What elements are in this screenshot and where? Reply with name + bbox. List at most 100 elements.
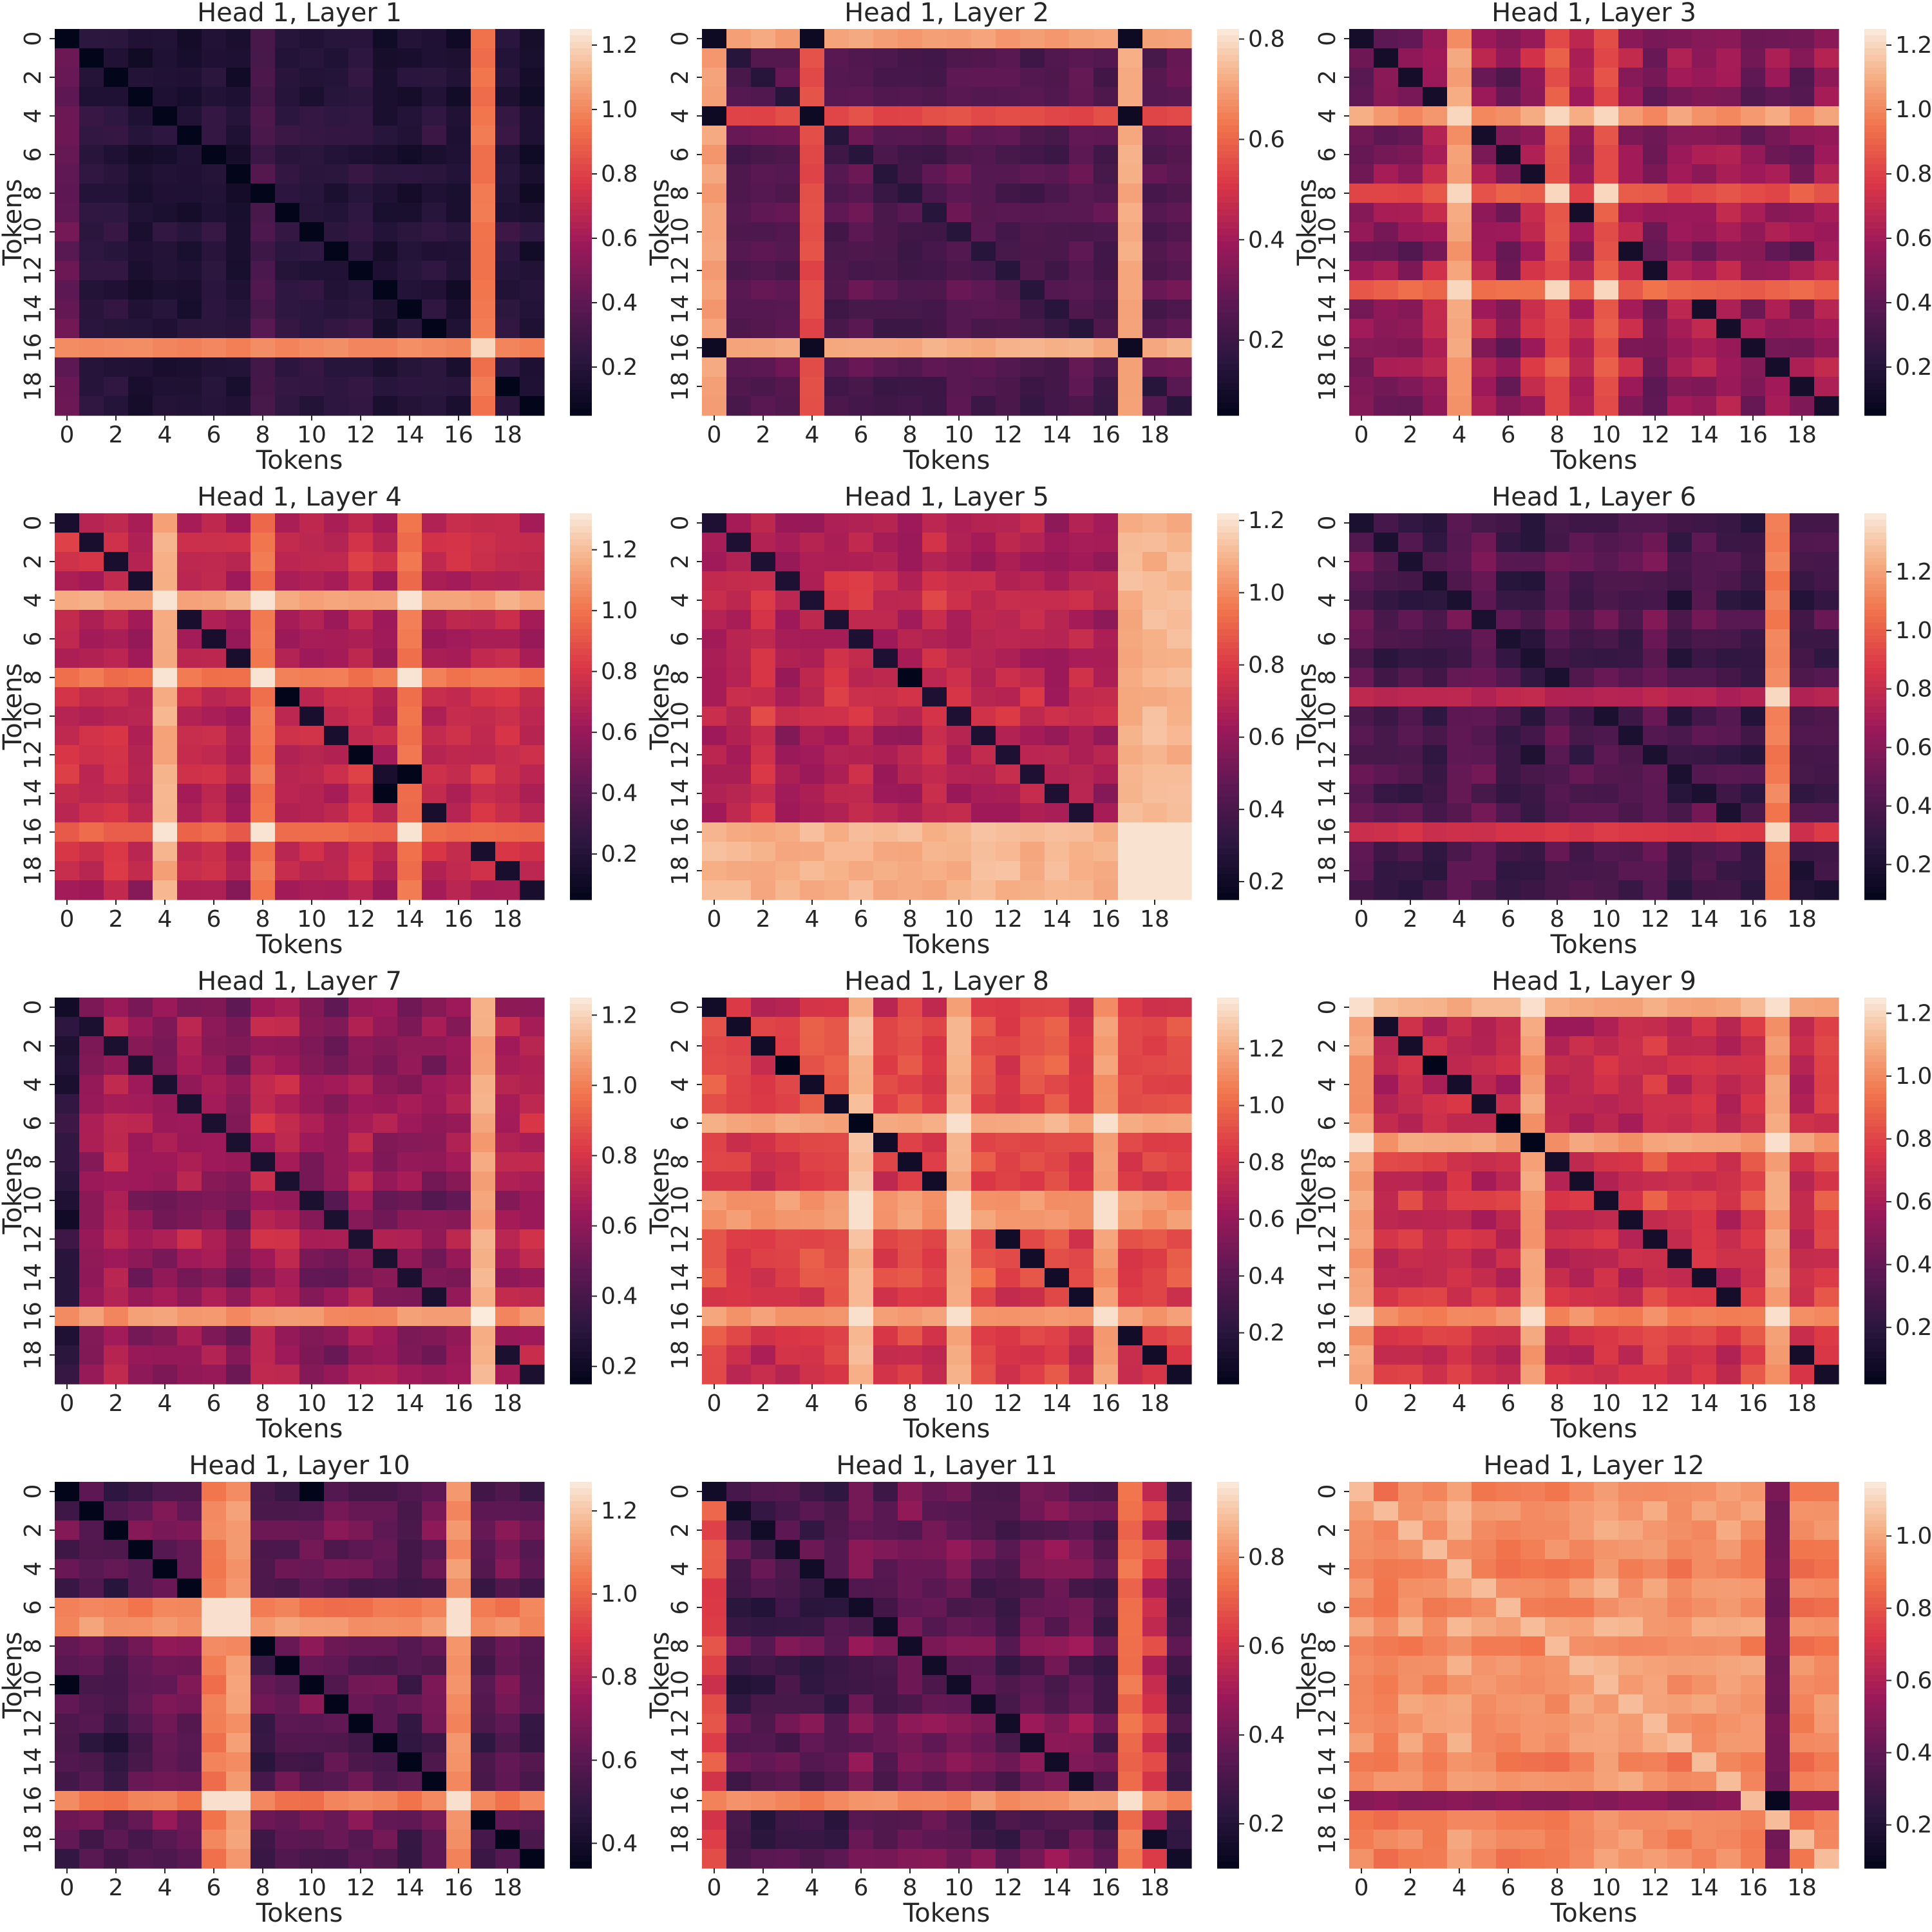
cell-19-14	[1045, 396, 1070, 416]
cell-12-11	[324, 745, 349, 765]
cell-12-13	[1667, 745, 1692, 765]
cell-4-2	[1398, 591, 1423, 611]
colorbar-segment	[1864, 274, 1886, 281]
cell-2-7	[873, 552, 898, 572]
cell-0-7	[226, 29, 251, 49]
cell-14-0	[702, 1268, 727, 1288]
colorbar-tick-label: 0.8	[1248, 1150, 1285, 1176]
cell-15-16	[1094, 319, 1119, 339]
cell-9-9	[1569, 203, 1595, 223]
cell-19-17	[1765, 880, 1790, 900]
cell-14-15	[1069, 1268, 1094, 1288]
colorbar-segment	[570, 649, 592, 656]
cell-4-1	[726, 106, 752, 126]
cell-10-11	[324, 1675, 349, 1695]
colorbar-segment	[1217, 1326, 1239, 1333]
cell-15-9	[275, 319, 300, 339]
cell-8-7	[873, 1152, 898, 1172]
cell-13-18	[495, 1733, 520, 1753]
cell-6-10	[299, 629, 325, 649]
cell-18-4	[1447, 377, 1472, 397]
cell-6-17	[471, 1598, 496, 1618]
cell-18-4	[153, 1345, 178, 1365]
colorbar-segment	[570, 545, 592, 553]
heatmap-panel-10: Head 1, Layer 100 2 4 6 8 10 12 14 16 18Tokens024…	[0, 1451, 638, 1928]
colorbar-segment	[570, 771, 592, 778]
cell-9-15	[422, 1171, 447, 1191]
cell-15-15	[1069, 319, 1094, 339]
cell-1-16	[1741, 48, 1766, 68]
y-tick-label: 12	[1314, 740, 1341, 770]
colorbar-segment	[1217, 29, 1239, 36]
cell-11-10	[1594, 242, 1619, 261]
colorbar-segment	[1864, 687, 1886, 694]
cell-3-6	[849, 571, 874, 591]
cell-1-19	[520, 533, 545, 553]
cell-12-8	[1545, 745, 1570, 765]
cell-12-7	[873, 261, 898, 281]
cell-16-0	[1349, 338, 1374, 358]
cell-16-11	[1618, 822, 1643, 842]
cell-2-0	[702, 1036, 727, 1056]
cell-13-1	[726, 1249, 752, 1269]
cell-3-14	[397, 1540, 422, 1560]
cell-2-13	[373, 1036, 398, 1056]
cell-13-13	[373, 764, 398, 784]
cell-14-10	[299, 299, 325, 319]
cell-19-13	[1020, 1365, 1045, 1385]
cell-8-9	[922, 1152, 947, 1172]
cell-11-1	[79, 242, 104, 261]
cell-9-4	[1447, 203, 1472, 223]
cell-16-7	[226, 338, 251, 358]
cell-18-14	[1045, 1345, 1070, 1365]
cell-4-14	[1692, 106, 1717, 126]
cell-14-18	[1790, 1268, 1815, 1288]
cell-2-1	[726, 68, 752, 88]
cell-7-16	[446, 1133, 471, 1153]
colorbar-segment	[570, 784, 592, 791]
cell-14-19	[1167, 1268, 1192, 1288]
cell-10-10	[299, 706, 325, 726]
cell-12-11	[1618, 745, 1643, 765]
cell-17-15	[1716, 842, 1741, 862]
cell-13-9	[922, 764, 947, 784]
cell-5-18	[1790, 610, 1815, 630]
cell-0-18	[495, 29, 520, 49]
colorbar-segment	[570, 1320, 592, 1327]
colorbar-tick-label: 0.6	[1895, 225, 1932, 252]
cell-17-3	[128, 357, 153, 377]
colorbar-segment	[1864, 312, 1886, 319]
cell-3-10	[947, 571, 972, 591]
colorbar-segment	[1864, 636, 1886, 643]
cell-9-5	[177, 1656, 202, 1676]
cell-10-14	[397, 1675, 422, 1695]
cell-14-13	[1667, 299, 1692, 319]
cell-16-14	[397, 1307, 422, 1327]
cell-5-13	[373, 1578, 398, 1598]
cell-16-8	[251, 822, 276, 842]
cell-13-18	[1142, 764, 1168, 784]
cell-5-2	[104, 1578, 129, 1598]
cell-10-15	[422, 222, 447, 242]
colorbar-segment	[570, 848, 592, 855]
cell-2-17	[471, 552, 496, 572]
cell-19-4	[1447, 396, 1472, 416]
colorbar-segment	[1217, 1300, 1239, 1307]
colorbar-segment	[570, 655, 592, 662]
cell-11-0	[55, 1210, 80, 1230]
cell-2-16	[1094, 1036, 1119, 1056]
cell-4-12	[996, 1075, 1021, 1095]
cell-2-9	[275, 552, 300, 572]
cell-2-19	[520, 1520, 545, 1540]
cell-9-0	[702, 203, 727, 223]
colorbar-segment	[1864, 74, 1886, 81]
cell-6-4	[800, 1113, 825, 1133]
cell-4-4	[153, 106, 178, 126]
cell-8-7	[1520, 668, 1546, 688]
cell-4-10	[299, 1075, 325, 1095]
cell-15-13	[1020, 803, 1045, 823]
cell-19-1	[79, 1365, 104, 1385]
cell-7-14	[1692, 164, 1717, 184]
cell-14-0	[55, 1268, 80, 1288]
colorbar-segment	[1864, 1075, 1886, 1082]
